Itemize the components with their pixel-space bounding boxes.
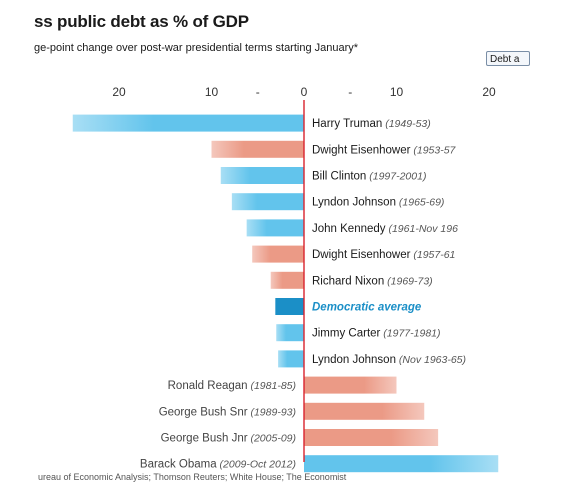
bar-7 (275, 298, 304, 315)
bar-term-6: (1969-73) (384, 275, 432, 287)
tick-label-1: 10 (205, 85, 219, 99)
tick-label-0: 20 (112, 85, 126, 99)
bar-term-9: (Nov 1963-65) (396, 354, 466, 366)
bar-5 (252, 245, 304, 263)
bar-term-8: (1977-1981) (380, 328, 440, 340)
bar-label-12: George Bush Jnr (2005-09) (161, 433, 296, 445)
bar-9 (278, 350, 304, 368)
bar-term-3: (1965-69) (396, 197, 444, 209)
bar-8 (276, 324, 304, 342)
bar-label-11: George Bush Snr (1989-93) (159, 406, 296, 418)
tick-label-2: - (256, 85, 260, 99)
bar-term-0: (1949-53) (382, 118, 430, 130)
tick-label-3: 0 (301, 85, 308, 99)
bar-label-5: Dwight Eisenhower (1957-61 (312, 249, 455, 261)
chart-title: ss public debt as % of GDP (34, 12, 249, 31)
chart-subtitle: ge-point change over post-war presidenti… (34, 42, 359, 54)
tick-label-5: 10 (390, 85, 404, 99)
debt-toggle-button[interactable]: Debt a (486, 51, 530, 66)
bar-label-0: Harry Truman (1949-53) (312, 118, 431, 130)
bar-label-3: Lyndon Johnson (1965-69) (312, 197, 444, 209)
bar-term-12: (2005-09) (248, 433, 296, 445)
bar-label-8: Jimmy Carter (1977-1981) (312, 328, 441, 340)
bar-0 (72, 114, 304, 132)
bar-label-10: Ronald Reagan (1981-85) (168, 380, 296, 392)
bar-label-2: Bill Clinton (1997-2001) (312, 171, 426, 183)
bar-label-6: Richard Nixon (1969-73) (312, 275, 433, 287)
bar-13 (304, 455, 499, 473)
tick-label-6: 20 (482, 85, 496, 99)
bar-term-13: (2009-Oct 2012) (217, 459, 296, 471)
bar-12 (304, 429, 439, 446)
bar-3 (231, 193, 304, 211)
bar-term-10: (1981-85) (248, 380, 296, 392)
bar-label-9: Lyndon Johnson (Nov 1963-65) (312, 354, 466, 366)
bar-label-1: Dwight Eisenhower (1953-57 (312, 144, 457, 156)
bar-term-2: (1997-2001) (366, 171, 426, 183)
bar-1 (211, 140, 304, 158)
bar-term-5: (1957-61 (410, 249, 455, 261)
bar-label-13: Barack Obama (2009-Oct 2012) (140, 459, 296, 471)
bar-10 (304, 376, 397, 394)
bar-6 (270, 271, 304, 289)
source-note: ureau of Economic Analysis; Thomson Reut… (38, 472, 347, 482)
bar-4 (246, 219, 304, 237)
bar-11 (304, 402, 425, 420)
tick-label-4: - (348, 85, 352, 99)
bar-label-4: John Kennedy (1961-Nov 196 (312, 223, 458, 235)
bar-2 (220, 167, 304, 184)
bar-term-1: (1953-57 (410, 144, 456, 156)
bar-label-7: Democratic average (312, 302, 422, 314)
bar-term-4: (1961-Nov 196 (386, 223, 459, 235)
bar-term-11: (1989-93) (248, 406, 296, 418)
